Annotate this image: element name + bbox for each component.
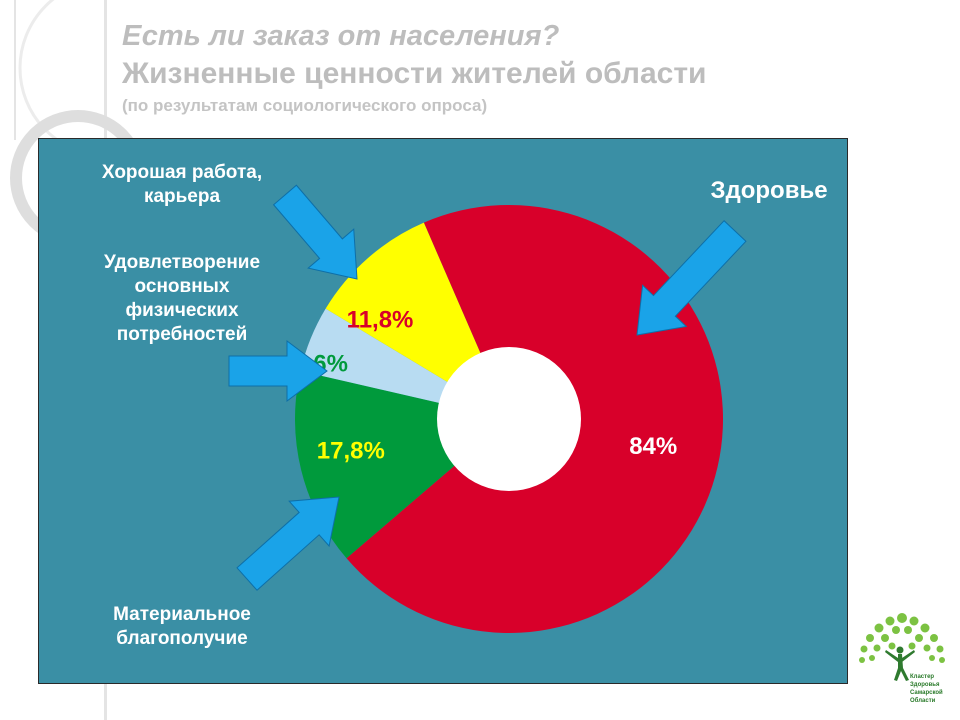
value-label-material: 17,8% <box>317 438 385 465</box>
donut-chart: 84%17,8%6%11,8% <box>228 184 747 633</box>
label-physical: Удовлетворение основных физических потре… <box>69 251 295 347</box>
label-physical-line-2: основных <box>134 276 230 297</box>
label-career: Хорошая работа, карьера <box>77 161 287 209</box>
label-material-line-1: Материальное <box>113 604 251 625</box>
label-career-line-2: карьера <box>143 186 221 207</box>
label-physical-line-3: физических <box>125 300 239 321</box>
chart-panel: 84% 17,8% 6% 11,8% Хорошая работа, карьера … <box>38 138 848 684</box>
label-material: Материальное благополучие <box>67 603 297 651</box>
value-label-health: 84% <box>629 433 677 460</box>
header: Есть ли заказ от населения? Жизненные це… <box>122 18 707 118</box>
header-title: Жизненные ценности жителей области <box>122 57 707 90</box>
label-physical-line-1: Удовлетворение <box>103 252 261 273</box>
donut-hole <box>437 347 581 491</box>
logo-text-2: Здоровья <box>910 682 940 688</box>
decor-vertical-line-2 <box>14 0 16 140</box>
logo-text-1: Кластер <box>910 674 934 680</box>
arrow-material <box>236 496 340 591</box>
arrow-physical <box>228 340 328 402</box>
tree-person-icon: Кластер Здоровья Самарской Области <box>859 613 945 704</box>
label-career-line-1: Хорошая работа, <box>101 162 263 183</box>
label-physical-line-4: потребностей <box>116 324 248 345</box>
label-material-line-2: благополучие <box>116 628 248 649</box>
label-health: Здоровье <box>710 177 828 204</box>
logo-text-4: Области <box>910 697 936 704</box>
logo-text-3: Самарской <box>910 689 943 696</box>
arrow-career <box>272 184 358 280</box>
header-question: Есть ли заказ от населения? <box>122 20 560 52</box>
arrow-health <box>636 220 747 336</box>
value-label-career: 11,8% <box>347 307 414 334</box>
header-subtitle: (по результатам социологического опроса) <box>122 96 488 115</box>
